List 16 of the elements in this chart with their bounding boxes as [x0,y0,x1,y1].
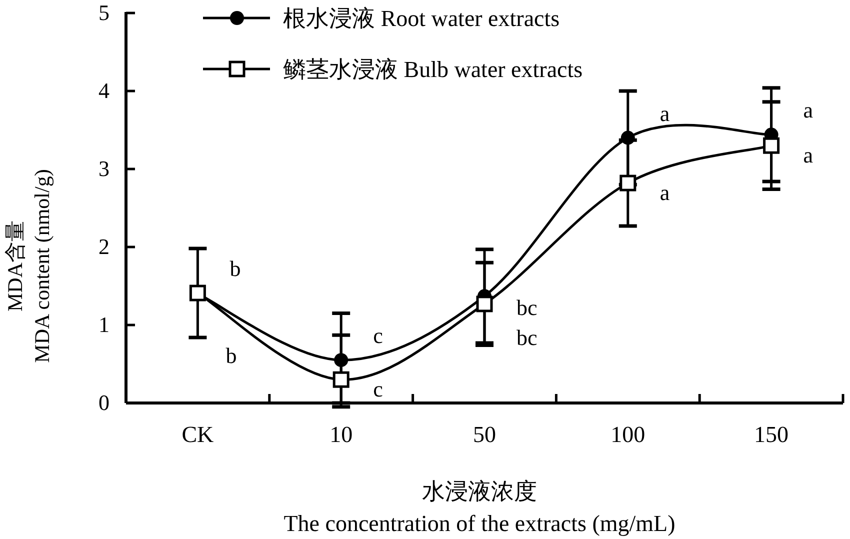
point [763,137,780,154]
point [332,371,350,388]
annotation: b [226,342,237,368]
annotation: bc [516,295,538,320]
legend-label: 鳞茎水浸液 Bulb water extracts [283,57,583,82]
annotation: b [230,256,241,282]
annotation: a [803,142,814,168]
annotation: a [660,180,670,206]
point [620,174,636,192]
annotation: a [803,98,814,123]
point [476,296,493,312]
annotation: c [373,376,383,402]
annotation: c [373,323,383,348]
annotation: a [660,100,670,126]
annotation: bc [516,324,538,350]
legend-label: 根水浸液 Root water extracts [283,6,560,31]
